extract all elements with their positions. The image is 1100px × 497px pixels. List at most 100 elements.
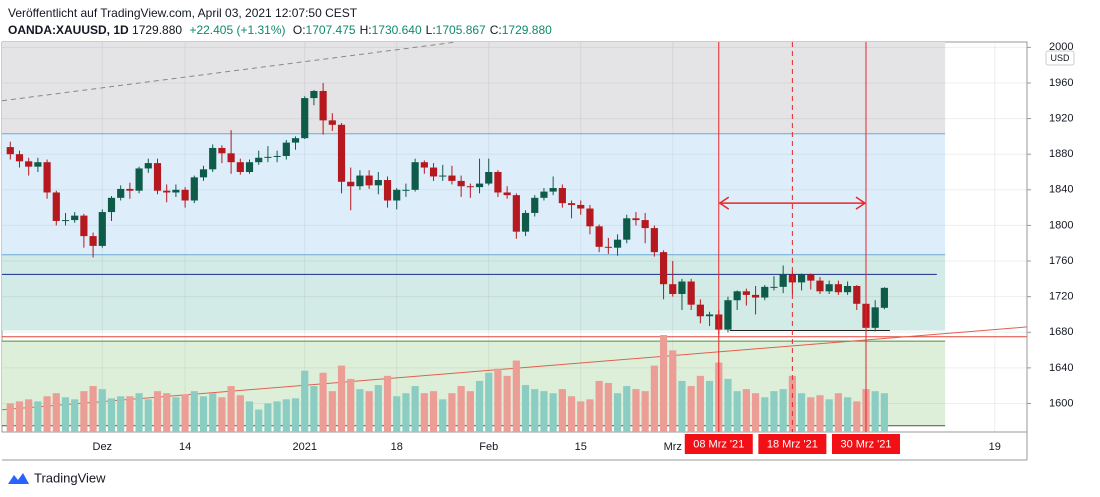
- candle-body: [429, 167, 438, 177]
- volume-bar: [475, 380, 484, 432]
- ohlc: O:1707.475 H:1730.640 L:1705.867 C:1729.880: [289, 23, 552, 37]
- candle-body: [871, 307, 879, 328]
- volume-bar: [374, 385, 382, 432]
- volume-bar: [448, 393, 456, 432]
- ohlc-label: C:: [489, 23, 502, 37]
- candle-body: [163, 190, 171, 193]
- volume-bar: [402, 393, 410, 432]
- y-tick-label: 1720: [1049, 291, 1073, 303]
- x-tick-label: 19: [989, 441, 1001, 453]
- volume-bar: [724, 378, 732, 432]
- candle-body: [402, 189, 410, 191]
- volume-bar: [420, 393, 428, 432]
- brand: TradingView: [34, 470, 106, 485]
- candle-body: [135, 168, 143, 191]
- candle-body: [374, 180, 382, 186]
- candle-body: [6, 147, 14, 155]
- x-tick-label: 14: [179, 441, 191, 453]
- candle-body: [43, 162, 51, 193]
- candle-body: [34, 162, 42, 167]
- candle-body: [255, 157, 263, 163]
- volume-bar: [227, 386, 235, 432]
- candle-body: [107, 197, 116, 213]
- volume-bar: [457, 386, 465, 432]
- candle-body: [291, 138, 300, 143]
- volume-bar: [411, 386, 419, 432]
- volume-bar: [163, 393, 171, 432]
- volume-bar: [696, 375, 704, 432]
- candle-body: [273, 155, 281, 157]
- y-tick-label: 1880: [1049, 148, 1073, 160]
- volume-bar: [71, 399, 79, 432]
- candle-body: [181, 189, 189, 201]
- candle-body: [190, 177, 198, 201]
- volume-bar: [273, 401, 281, 432]
- symbol-line: OANDA:XAUUSD, 1D 1729.880 +22.405 (+1.31…: [8, 23, 552, 37]
- volume-bar: [6, 403, 14, 432]
- volume-bar: [521, 385, 530, 432]
- candle-body: [356, 175, 364, 187]
- volume-bar: [172, 397, 180, 432]
- volume-bar: [567, 396, 576, 432]
- volume-bar: [383, 375, 392, 432]
- candle-body: [448, 175, 456, 181]
- volume-bar: [34, 401, 42, 432]
- candle-body: [218, 147, 226, 154]
- volume-bar: [301, 370, 309, 432]
- volume-bar: [236, 395, 244, 432]
- volume-bar: [43, 396, 51, 432]
- candle-body: [80, 215, 88, 237]
- ohlc-value: 1707.475: [305, 23, 356, 37]
- volume-bar: [669, 350, 677, 432]
- candle-body: [236, 162, 244, 172]
- candle-body: [521, 212, 530, 232]
- y-tick-label: 1600: [1049, 397, 1073, 409]
- symbol: OANDA:XAUUSD, 1D: [8, 23, 129, 37]
- candle-body: [411, 162, 419, 190]
- x-tick-label: 15: [575, 441, 587, 453]
- y-tick-label: 1840: [1049, 184, 1073, 196]
- candle-body: [310, 90, 318, 99]
- currency-box: [1045, 50, 1075, 66]
- candle-body: [761, 286, 769, 298]
- candle-body: [595, 226, 603, 247]
- candle-body: [15, 154, 24, 162]
- candle-body: [227, 153, 235, 163]
- candle-body: [365, 175, 373, 186]
- candle-body: [742, 291, 750, 295]
- candle-body: [705, 314, 714, 317]
- candle-body: [494, 172, 502, 193]
- candle-body: [475, 183, 484, 188]
- candle-body: [807, 274, 815, 281]
- volume-bar: [328, 391, 336, 432]
- x-tick-label: Dez: [93, 441, 113, 453]
- ohlc-value: 1730.640: [371, 23, 422, 37]
- volume-bar: [687, 386, 695, 432]
- volume-bar: [512, 360, 520, 432]
- volume-bar: [834, 393, 842, 432]
- candle-body: [531, 197, 539, 213]
- candle-body: [347, 181, 355, 187]
- volume-bar: [604, 382, 612, 432]
- volume-bar: [632, 389, 640, 432]
- volume-bar: [209, 393, 217, 432]
- candle-body: [650, 228, 658, 253]
- volume-bar: [61, 397, 70, 432]
- candle-body: [245, 162, 254, 172]
- candle-body: [301, 98, 309, 139]
- volume-bar: [779, 389, 787, 432]
- ohlc-value: 1705.867: [435, 23, 486, 37]
- candle-body: [328, 120, 336, 125]
- candle-body: [825, 284, 833, 292]
- candle-body: [604, 246, 612, 248]
- volume-bar: [25, 399, 33, 432]
- candle-body: [678, 281, 686, 294]
- candle-body: [586, 208, 594, 227]
- zone: [2, 42, 946, 134]
- volume-bar: [107, 398, 116, 432]
- volume-bar: [347, 378, 355, 432]
- volume-bar: [586, 399, 594, 432]
- ohlc-value: 1729.880: [501, 23, 552, 37]
- candle-body: [52, 192, 60, 221]
- candle-body: [98, 212, 106, 246]
